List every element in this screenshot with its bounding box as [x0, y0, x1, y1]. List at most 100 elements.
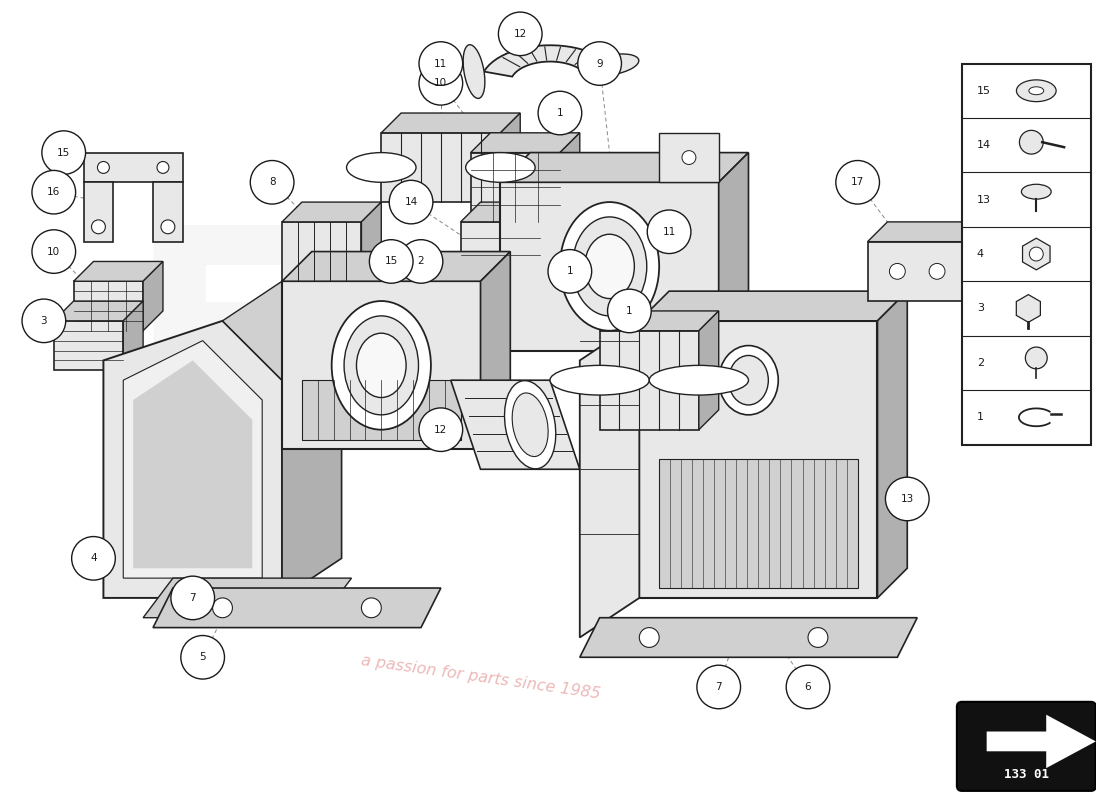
Circle shape: [682, 150, 696, 165]
Polygon shape: [153, 182, 183, 242]
Text: 14: 14: [405, 197, 418, 207]
Circle shape: [72, 537, 116, 580]
Text: 6: 6: [805, 682, 812, 692]
Circle shape: [808, 628, 828, 647]
Ellipse shape: [332, 301, 431, 430]
Circle shape: [647, 210, 691, 254]
Text: 4: 4: [977, 249, 983, 259]
Polygon shape: [143, 578, 352, 618]
Text: 3: 3: [41, 316, 47, 326]
Polygon shape: [580, 321, 639, 638]
Text: 4: 4: [90, 554, 97, 563]
Circle shape: [42, 131, 86, 174]
Circle shape: [1020, 130, 1043, 154]
Circle shape: [180, 635, 224, 679]
Polygon shape: [123, 341, 262, 578]
Polygon shape: [382, 133, 500, 202]
Text: 2: 2: [977, 358, 983, 368]
Polygon shape: [84, 182, 113, 242]
Polygon shape: [600, 330, 698, 430]
Ellipse shape: [356, 334, 406, 398]
Circle shape: [886, 477, 929, 521]
Text: 13: 13: [977, 194, 991, 205]
Ellipse shape: [465, 153, 535, 182]
Polygon shape: [639, 321, 878, 598]
Ellipse shape: [1016, 80, 1056, 102]
Circle shape: [22, 299, 66, 342]
Text: 12: 12: [514, 29, 527, 39]
Ellipse shape: [346, 153, 416, 182]
Polygon shape: [301, 380, 461, 439]
Circle shape: [161, 220, 175, 234]
Text: 7: 7: [715, 682, 722, 692]
Polygon shape: [868, 242, 967, 301]
Polygon shape: [484, 46, 612, 77]
Text: 11: 11: [434, 58, 448, 69]
Polygon shape: [659, 459, 858, 588]
Ellipse shape: [718, 346, 779, 415]
Circle shape: [98, 162, 109, 174]
Circle shape: [419, 62, 463, 105]
Text: a passion for parts since 1985: a passion for parts since 1985: [360, 653, 602, 702]
Polygon shape: [282, 282, 481, 450]
Text: 1: 1: [557, 108, 563, 118]
Circle shape: [389, 180, 433, 224]
Ellipse shape: [505, 381, 556, 469]
Ellipse shape: [513, 393, 548, 457]
Ellipse shape: [550, 366, 649, 395]
Text: 8: 8: [268, 178, 275, 187]
Circle shape: [370, 240, 412, 283]
Polygon shape: [698, 311, 718, 430]
Text: 1: 1: [566, 266, 573, 276]
Circle shape: [419, 42, 463, 86]
Text: 14: 14: [977, 140, 991, 150]
Polygon shape: [580, 618, 917, 658]
Polygon shape: [461, 202, 560, 222]
Circle shape: [32, 170, 76, 214]
Polygon shape: [143, 262, 163, 330]
Polygon shape: [153, 588, 441, 628]
Polygon shape: [74, 262, 163, 282]
Circle shape: [362, 598, 382, 618]
Circle shape: [170, 576, 214, 620]
Polygon shape: [639, 291, 907, 321]
Polygon shape: [282, 341, 342, 598]
Text: 1: 1: [626, 306, 632, 316]
Ellipse shape: [344, 316, 418, 415]
Circle shape: [32, 230, 76, 274]
FancyBboxPatch shape: [957, 702, 1096, 791]
Ellipse shape: [585, 234, 635, 298]
Text: 3: 3: [977, 303, 983, 314]
Circle shape: [697, 666, 740, 709]
Ellipse shape: [649, 366, 748, 395]
Polygon shape: [967, 222, 987, 301]
Text: 11: 11: [662, 226, 675, 237]
Circle shape: [890, 263, 905, 279]
Polygon shape: [481, 251, 510, 450]
Polygon shape: [282, 202, 382, 222]
Polygon shape: [471, 133, 580, 153]
Text: 15: 15: [385, 257, 398, 266]
Circle shape: [212, 598, 232, 618]
Text: 7: 7: [189, 593, 196, 603]
Text: 15: 15: [57, 148, 70, 158]
Text: 12: 12: [434, 425, 448, 434]
Polygon shape: [868, 222, 987, 242]
Ellipse shape: [560, 202, 659, 330]
Polygon shape: [123, 301, 143, 370]
Polygon shape: [540, 202, 560, 271]
Polygon shape: [987, 714, 1096, 768]
Circle shape: [1030, 247, 1043, 261]
Circle shape: [578, 42, 621, 86]
Polygon shape: [282, 251, 510, 282]
Circle shape: [836, 161, 880, 204]
Ellipse shape: [585, 54, 639, 76]
Circle shape: [607, 289, 651, 333]
Circle shape: [548, 250, 592, 293]
Text: 10: 10: [47, 246, 60, 257]
Ellipse shape: [1028, 86, 1044, 94]
Polygon shape: [84, 153, 183, 182]
Polygon shape: [500, 182, 718, 350]
Text: 17: 17: [851, 178, 865, 187]
Text: 1: 1: [977, 412, 983, 422]
